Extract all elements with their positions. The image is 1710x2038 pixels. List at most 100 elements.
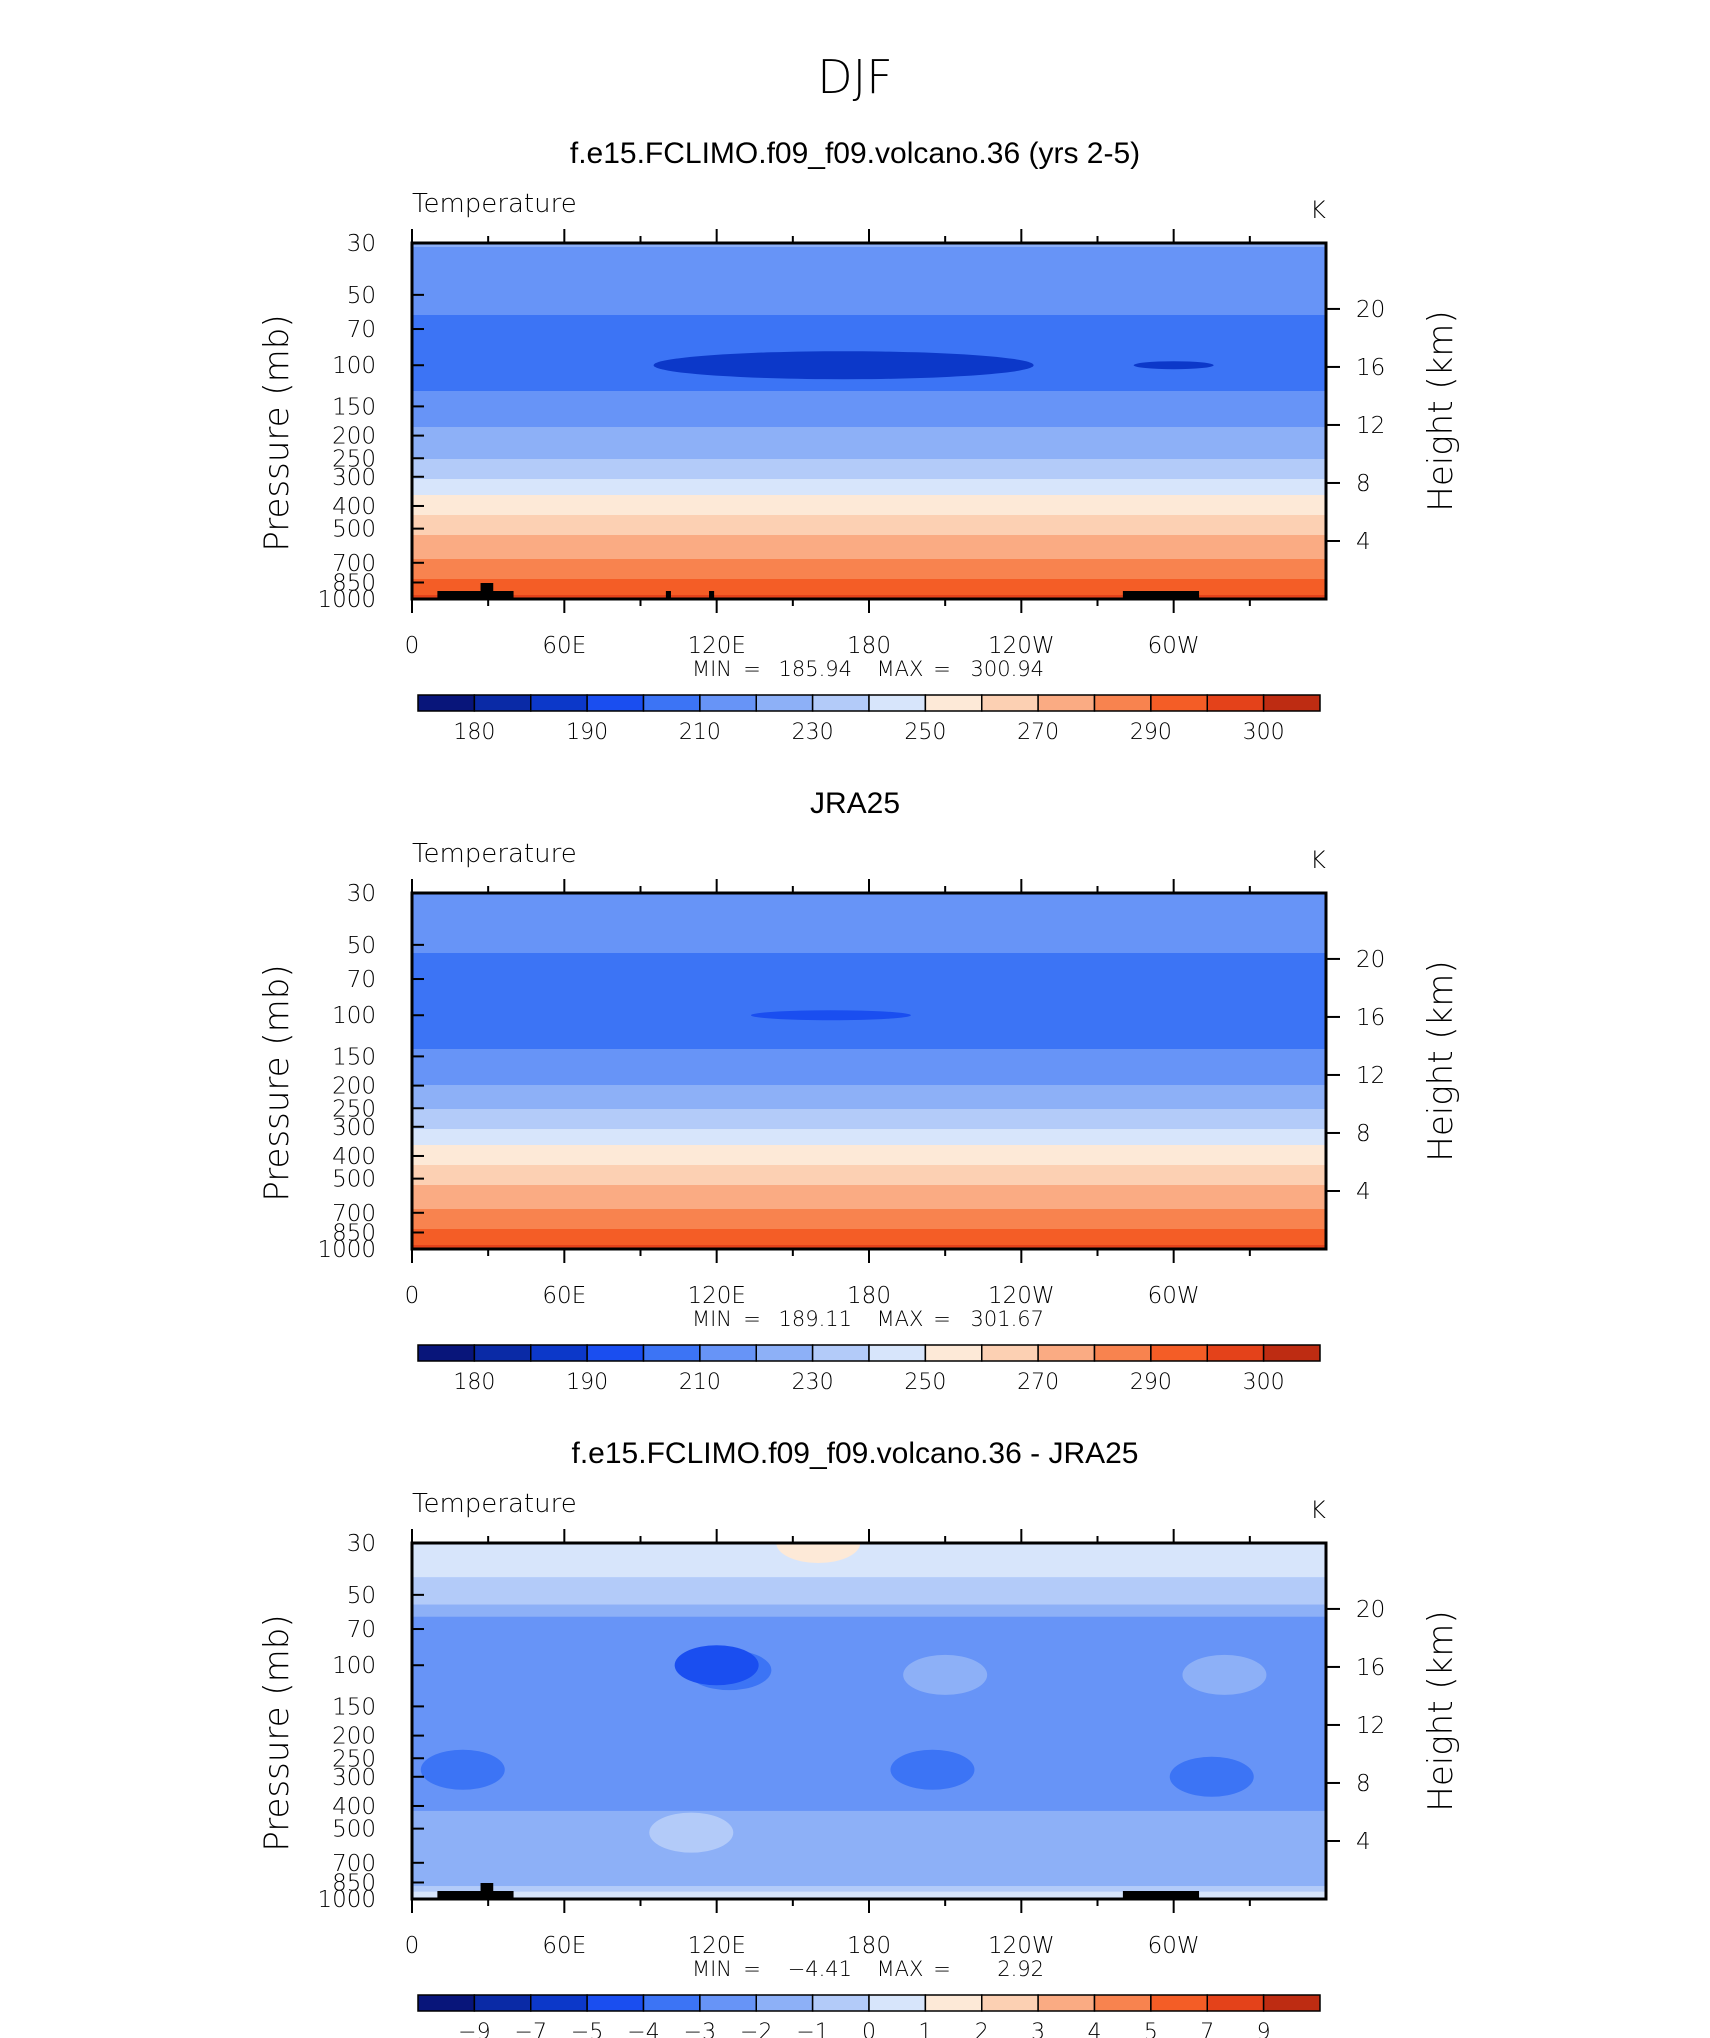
- terrain-mask: [1122, 1891, 1200, 1899]
- colorbar-label: 180: [453, 1370, 495, 1395]
- colorbar-box: [586, 694, 645, 712]
- y-tick-label: 250: [332, 446, 376, 472]
- contour-band: [412, 471, 1326, 476]
- contour-band: [412, 1049, 1326, 1054]
- colorbar-box: [417, 1344, 476, 1362]
- variable-label: Temperature: [412, 839, 577, 869]
- contour-band: [412, 1886, 1326, 1893]
- min-equals: =: [743, 1957, 761, 1981]
- contour-band: [412, 451, 1326, 456]
- terrain-mask: [709, 591, 715, 599]
- min-label: MIN: [692, 1307, 732, 1331]
- units-label: K: [1310, 1496, 1326, 1524]
- x-tick-label: 60E: [542, 633, 586, 659]
- contour-band: [412, 339, 1326, 344]
- contour-band: [412, 1213, 1326, 1218]
- contour-band: [412, 295, 1326, 300]
- contour-band: [412, 1033, 1326, 1038]
- colorbar-box: [473, 694, 532, 712]
- contour-band: [412, 463, 1326, 468]
- contour-band: [412, 1233, 1326, 1238]
- contour-band: [412, 1045, 1326, 1050]
- contour-band: [412, 379, 1326, 384]
- contour-band: [412, 287, 1326, 292]
- contour-band: [412, 455, 1326, 460]
- y-tick-label: 50: [347, 933, 376, 959]
- contour-band: [412, 327, 1326, 332]
- colorbar-label: −7: [515, 2020, 547, 2038]
- colorbar-label: 9: [1257, 2020, 1271, 2038]
- contour-band: [412, 1137, 1326, 1142]
- contour-band: [412, 559, 1326, 564]
- colorbar-label: 230: [792, 720, 834, 745]
- colorbar-box: [1093, 1994, 1152, 2012]
- colorbar-box: [924, 1344, 983, 1362]
- contour-band: [412, 1053, 1326, 1058]
- units-label: K: [1310, 196, 1326, 224]
- colorbar-box: [1150, 694, 1208, 712]
- height-tick-label: 12: [1356, 1063, 1385, 1089]
- contour-band: [412, 571, 1326, 576]
- units-label: K: [1310, 846, 1326, 874]
- colorbar-label: 270: [1017, 720, 1059, 745]
- max-value: 2.92: [997, 1957, 1044, 1981]
- x-tick-label: 60W: [1148, 633, 1200, 659]
- contour-band: [412, 331, 1326, 336]
- contour-band: [412, 587, 1326, 592]
- contour-band: [412, 347, 1326, 352]
- colorbar-box: [755, 694, 814, 712]
- contour-band: [412, 255, 1326, 260]
- contour-band: [412, 483, 1326, 488]
- colorbar-box: [755, 1344, 814, 1362]
- contour-band: [412, 1241, 1326, 1246]
- colorbar-box: [530, 1994, 588, 2012]
- terrain-mask: [437, 591, 514, 599]
- contour-band: [412, 893, 1326, 898]
- contour-band: [412, 969, 1326, 974]
- contour-band: [412, 503, 1326, 508]
- x-tick-label: 120E: [687, 1283, 745, 1309]
- contour-band: [412, 1125, 1326, 1130]
- contour-band: [412, 423, 1326, 428]
- contour-band: [412, 319, 1326, 324]
- y-tick-label: 30: [347, 881, 376, 907]
- colorbar-box: [868, 1344, 927, 1362]
- panel-3: f.e15.FCLIMO.f09_f09.volcano.36 - JRA25 T…: [257, 1437, 1461, 2038]
- contour-band: [412, 403, 1326, 408]
- contour-band: [412, 1189, 1326, 1194]
- colorbar-label: −2: [740, 2020, 772, 2038]
- panel-1: f.e15.FCLIMO.f09_f09.volcano.36 (yrs 2-5…: [257, 137, 1461, 745]
- y-tick-label: 700: [332, 1851, 376, 1877]
- contour-band: [412, 997, 1326, 1002]
- contour-band: [412, 279, 1326, 284]
- x-tick-label: 120E: [687, 1933, 745, 1959]
- contour-band: [412, 579, 1326, 584]
- height-tick-label: 8: [1356, 471, 1371, 497]
- colorbar-box: [530, 694, 588, 712]
- y-tick-label: 300: [332, 465, 376, 491]
- contour-band: [412, 1217, 1326, 1222]
- contour-band: [412, 523, 1326, 528]
- contour-band: [412, 1153, 1326, 1158]
- contour-band: [412, 1081, 1326, 1086]
- height-tick-label: 12: [1356, 413, 1385, 439]
- max-equals: =: [933, 1307, 951, 1331]
- contour-band: [412, 1101, 1326, 1106]
- contour-band: [412, 897, 1326, 902]
- colorbar-label: −1: [796, 2020, 828, 2038]
- y-tick-label: 250: [332, 1096, 376, 1122]
- contour-band: [412, 415, 1326, 420]
- y-tick-label: 70: [347, 317, 376, 343]
- contour-band: [412, 531, 1326, 536]
- contour-band: [412, 1061, 1326, 1066]
- contour-band: [412, 543, 1326, 548]
- y-tick-label: 1000: [317, 1887, 376, 1913]
- x-tick-label: 60E: [542, 1283, 586, 1309]
- y-tick-label: 70: [347, 967, 376, 993]
- max-value: 301.67: [971, 1307, 1044, 1331]
- contour-band: [412, 1810, 1326, 1849]
- contour-band: [412, 539, 1326, 544]
- colorbar-label: −9: [458, 2020, 490, 2038]
- contour-field: [412, 893, 1326, 1249]
- colorbar-label: −3: [684, 2020, 716, 2038]
